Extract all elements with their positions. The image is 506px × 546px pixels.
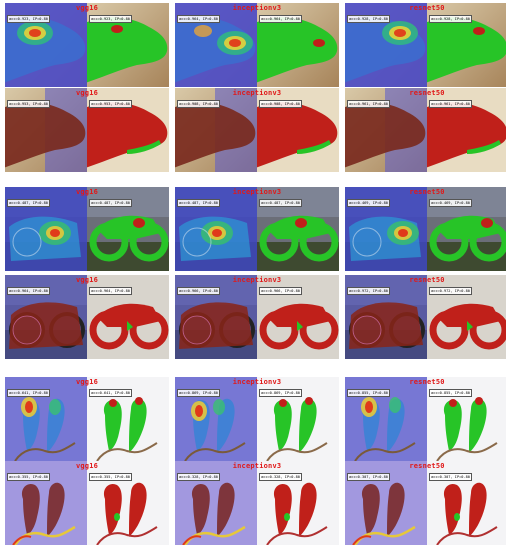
heatmap-overlay-image: [5, 187, 87, 271]
model-label: vgg16: [75, 462, 99, 470]
metric-readout: acc=0.855, IP=0.80: [347, 389, 390, 397]
model-label: resnet50: [409, 462, 445, 470]
metric-readout: acc=0.328, IP=0.80: [259, 473, 302, 481]
metric-readout: acc=0.972, IP=0.80: [347, 287, 390, 295]
motorcycle-row1-resnet50-tile: resnet50 acc=0.469, IP=0.80 acc=0.469, IP=…: [345, 187, 506, 271]
model-label: vgg16: [75, 276, 99, 284]
metric-readout: acc=0.487, IP=0.80: [259, 199, 302, 207]
crocodile-row2-resnet50-tile: resnet50 acc=0.961, IP=0.80 acc=0.961, IP=…: [345, 88, 506, 172]
parrots-row1-resnet50-tile: resnet50 acc=0.855, IP=0.80 acc=0.855, IP=…: [345, 377, 506, 461]
model-label: resnet50: [409, 89, 445, 97]
parrots-row1-inceptionv3-tile: inceptionv3 acc=0.869, IP=0.80 acc=0.869, …: [175, 377, 339, 461]
metric-readout: acc=0.855, IP=0.80: [429, 389, 472, 397]
parrots-row2-resnet50-tile: resnet50 acc=0.307, IP=0.80 acc=0.307, IP=…: [345, 461, 506, 545]
model-label: inceptionv3: [232, 188, 282, 196]
model-label: vgg16: [75, 188, 99, 196]
metric-readout: acc=0.923, IP=0.80: [7, 15, 50, 23]
metric-readout: acc=0.964, IP=0.80: [7, 287, 50, 295]
metric-readout: acc=0.964, IP=0.80: [259, 15, 302, 23]
metric-readout: acc=0.928, IP=0.80: [347, 15, 390, 23]
metric-readout: acc=0.469, IP=0.80: [347, 199, 390, 207]
crocodile-row2-inceptionv3-tile: inceptionv3 acc=0.908, IP=0.80 acc=0.908, …: [175, 88, 339, 172]
metric-readout: acc=0.966, IP=0.80: [259, 287, 302, 295]
crocodile-row1-inceptionv3-tile: inceptionv3 acc=0.964, IP=0.80 acc=0.964, …: [175, 3, 339, 87]
motorcycle-row1-inceptionv3-tile: inceptionv3 acc=0.487, IP=0.80 acc=0.487, …: [175, 187, 339, 271]
metric-readout: acc=0.961, IP=0.80: [347, 100, 390, 108]
model-label: inceptionv3: [232, 4, 282, 12]
metric-readout: acc=0.355, IP=0.80: [7, 473, 50, 481]
crocodile-row2-vgg16-tile: vgg16 acc=0.953, IP=0.80 acc=0.953, IP=0.8…: [5, 88, 169, 172]
metric-readout: acc=0.328, IP=0.80: [177, 473, 220, 481]
model-label: inceptionv3: [232, 89, 282, 97]
metric-readout: acc=0.961, IP=0.80: [429, 100, 472, 108]
metric-readout: acc=0.869, IP=0.80: [177, 389, 220, 397]
motorcycle-row2-inceptionv3-tile: inceptionv3 acc=0.966, IP=0.80 acc=0.966, …: [175, 275, 339, 359]
model-label: inceptionv3: [232, 378, 282, 386]
motorcycle-row2-vgg16-tile: vgg16 acc=0.964, IP=0.80 acc=0.964, IP=0.8…: [5, 275, 169, 359]
model-label: resnet50: [409, 4, 445, 12]
model-label: resnet50: [409, 276, 445, 284]
metric-readout: acc=0.908, IP=0.80: [177, 100, 220, 108]
metric-readout: acc=0.641, IP=0.80: [7, 389, 50, 397]
metric-readout: acc=0.487, IP=0.80: [7, 199, 50, 207]
metric-readout: acc=0.928, IP=0.80: [429, 15, 472, 23]
crocodile-row1-resnet50-tile: resnet50 acc=0.928, IP=0.80 acc=0.928, IP=…: [345, 3, 506, 87]
metric-readout: acc=0.953, IP=0.80: [7, 100, 50, 108]
model-label: resnet50: [409, 188, 445, 196]
parrots-row1-vgg16-tile: vgg16 acc=0.641, IP=0.80 acc=0.641, IP=0.8…: [5, 377, 169, 461]
metric-readout: acc=0.923, IP=0.80: [89, 15, 132, 23]
metric-readout: acc=0.469, IP=0.80: [429, 199, 472, 207]
metric-readout: acc=0.964, IP=0.80: [89, 287, 132, 295]
metric-readout: acc=0.869, IP=0.80: [259, 389, 302, 397]
motorcycle-row1-vgg16-tile: vgg16 acc=0.487, IP=0.80 acc=0.487, IP=0.8…: [5, 187, 169, 271]
model-label: resnet50: [409, 378, 445, 386]
model-label: vgg16: [75, 378, 99, 386]
metric-readout: acc=0.307, IP=0.80: [429, 473, 472, 481]
metric-readout: acc=0.307, IP=0.80: [347, 473, 390, 481]
metric-readout: acc=0.966, IP=0.80: [177, 287, 220, 295]
model-label: vgg16: [75, 89, 99, 97]
motorcycle-row2-resnet50-tile: resnet50 acc=0.972, IP=0.80 acc=0.972, IP=…: [345, 275, 506, 359]
metric-readout: acc=0.964, IP=0.80: [177, 15, 220, 23]
metric-readout: acc=0.487, IP=0.80: [89, 199, 132, 207]
parrots-row2-inceptionv3-tile: inceptionv3 acc=0.328, IP=0.80 acc=0.328, …: [175, 461, 339, 545]
model-label: inceptionv3: [232, 276, 282, 284]
metric-readout: acc=0.908, IP=0.80: [259, 100, 302, 108]
metric-readout: acc=0.641, IP=0.80: [89, 389, 132, 397]
parrots-row2-vgg16-tile: vgg16 acc=0.355, IP=0.80 acc=0.355, IP=0.8…: [5, 461, 169, 545]
metric-readout: acc=0.953, IP=0.80: [89, 100, 132, 108]
model-label: vgg16: [75, 4, 99, 12]
model-label: inceptionv3: [232, 462, 282, 470]
metric-readout: acc=0.355, IP=0.80: [89, 473, 132, 481]
crocodile-row1-vgg16-tile: vgg16 acc=0.923, IP=0.80 acc=0.923, IP=0.8…: [5, 3, 169, 87]
metric-readout: acc=0.487, IP=0.80: [177, 199, 220, 207]
metric-readout: acc=0.972, IP=0.80: [429, 287, 472, 295]
